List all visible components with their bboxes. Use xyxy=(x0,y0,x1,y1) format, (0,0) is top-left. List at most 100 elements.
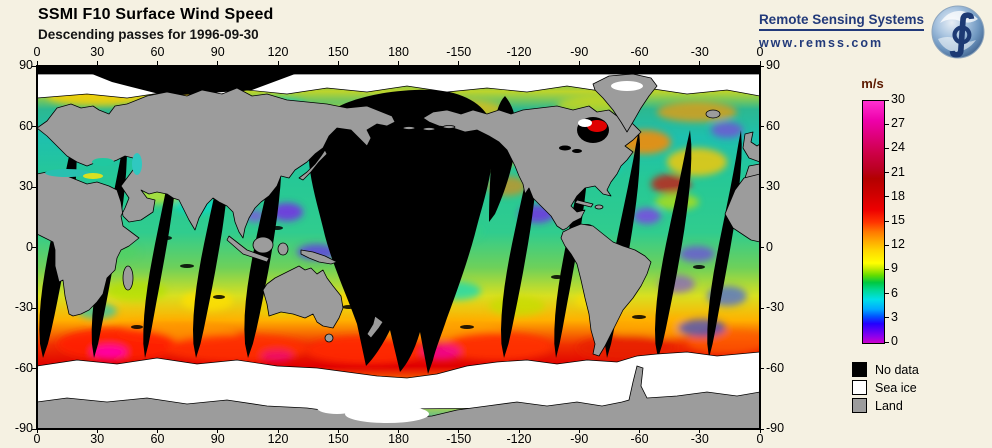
colorbar-tick-label: 12 xyxy=(891,237,905,252)
lon-tick-bottom xyxy=(36,429,38,433)
lon-tick-top xyxy=(458,61,460,66)
lon-label-top: 90 xyxy=(210,45,225,59)
lon-tick-top xyxy=(277,61,279,66)
swath-gap xyxy=(655,130,692,358)
colorbar-tick-label: 27 xyxy=(891,116,905,131)
colorbar-tick xyxy=(884,147,889,149)
lon-tick-top xyxy=(699,61,701,66)
colorbar-tick xyxy=(884,123,889,125)
lon-label-top: 0 xyxy=(756,45,764,59)
colorbar-tick-label: 24 xyxy=(891,140,905,155)
lon-tick-bottom xyxy=(518,429,520,433)
lat-tick-right xyxy=(760,247,764,248)
colorbar-tick xyxy=(884,341,889,343)
lon-tick-top xyxy=(759,61,761,66)
lon-label-bottom: 0 xyxy=(33,432,41,446)
colorbar-tick xyxy=(884,317,889,319)
colorbar-tick xyxy=(884,268,889,270)
lat-tick-right xyxy=(760,368,764,369)
landmass-new-zealand xyxy=(366,315,384,339)
lon-label-bottom: -30 xyxy=(690,432,709,446)
no-data-arctic-wedge xyxy=(92,74,295,96)
landmass-japan xyxy=(298,149,328,181)
colorbar-tick-label: 15 xyxy=(891,213,905,227)
rss-logo-url[interactable]: www.remss.com xyxy=(758,36,884,50)
lat-tick-right xyxy=(760,307,764,309)
lat-label-left: 60 xyxy=(19,118,33,133)
lat-label-left: -30 xyxy=(14,300,33,314)
lat-label-right: -90 xyxy=(766,421,785,435)
colorbar-tick xyxy=(884,293,889,295)
lon-label-top: 120 xyxy=(267,45,289,59)
lat-tick-right xyxy=(760,428,764,430)
lon-tick-top xyxy=(337,61,339,66)
colorbar-tick-label: 6 xyxy=(891,285,898,300)
landmass-eurasia-africa xyxy=(37,87,396,317)
header: SSMI F10 Surface Wind Speed Descending p… xyxy=(38,6,274,42)
antarctica xyxy=(37,365,760,429)
lat-tick-left xyxy=(32,247,37,248)
colorbar-tick-label: 18 xyxy=(891,188,905,203)
lat-tick-left xyxy=(32,126,37,127)
landmass-sumatra-java xyxy=(226,235,270,263)
colorbar-tick-label: 9 xyxy=(891,261,898,276)
lon-label-bottom: 150 xyxy=(327,432,349,446)
lon-label-bottom: 60 xyxy=(150,432,165,446)
legend-swatch xyxy=(852,398,867,413)
lon-label-top: -90 xyxy=(570,45,589,59)
colorbar-tick xyxy=(884,172,889,174)
lon-label-bottom: -90 xyxy=(570,432,589,446)
land xyxy=(37,73,760,357)
lon-label-top: 180 xyxy=(388,45,409,59)
no-data-top-bar xyxy=(37,66,760,74)
lon-tick-bottom xyxy=(217,429,219,433)
lon-label-bottom: 180 xyxy=(388,432,409,446)
landmass-iceland xyxy=(705,109,721,119)
landmass-aleutians-1 xyxy=(402,126,416,130)
lon-tick-bottom xyxy=(639,429,640,433)
lat-tick-left xyxy=(32,368,37,369)
colorbar-tick xyxy=(884,220,889,222)
lon-label-top: 60 xyxy=(150,45,165,59)
lon-label-top: -30 xyxy=(690,45,709,59)
lon-label-bottom: -120 xyxy=(506,432,532,446)
lon-tick-top xyxy=(639,61,640,66)
landmass-borneo xyxy=(252,236,274,254)
landmass-aleutians-2 xyxy=(422,127,436,131)
rss-logo-name: Remote Sensing Systems xyxy=(758,12,924,31)
colorbar xyxy=(862,100,885,344)
colorbar-tick-label: 30 xyxy=(891,92,905,106)
lon-label-top: 0 xyxy=(33,45,41,59)
lon-label-top: 30 xyxy=(90,45,105,59)
lat-label-left: -60 xyxy=(14,360,33,375)
land-details xyxy=(45,81,643,179)
landmass-west-africa-edge xyxy=(724,173,760,243)
lat-label-right: 0 xyxy=(766,239,773,254)
landmass-uk xyxy=(742,131,760,163)
lon-tick-bottom xyxy=(277,429,279,433)
lat-tick-left xyxy=(32,186,37,188)
legend-swatch xyxy=(852,362,867,377)
landmass-tasmania xyxy=(324,333,334,343)
lon-tick-bottom xyxy=(578,429,580,433)
world-map xyxy=(36,65,761,430)
lon-tick-bottom xyxy=(458,429,460,433)
lat-label-left: 30 xyxy=(19,179,33,193)
page-title: SSMI F10 Surface Wind Speed xyxy=(38,6,274,23)
lat-label-left: 0 xyxy=(26,239,33,254)
lat-tick-right xyxy=(760,126,764,127)
lon-label-top: -60 xyxy=(630,45,649,59)
lon-label-bottom: -150 xyxy=(446,432,472,446)
no-data-region-pacific xyxy=(308,89,494,374)
lon-tick-top xyxy=(518,61,520,66)
lon-tick-bottom xyxy=(759,429,761,433)
colorbar-tick xyxy=(884,244,889,246)
landmass-australia xyxy=(262,265,344,329)
landmass-hispaniola xyxy=(594,204,604,210)
lon-tick-top xyxy=(157,61,158,66)
legend-item: Sea ice xyxy=(852,380,917,395)
map-border xyxy=(37,66,760,429)
landmass-madagascar xyxy=(122,265,134,291)
lat-tick-left xyxy=(32,428,37,430)
lon-tick-top xyxy=(398,61,399,66)
